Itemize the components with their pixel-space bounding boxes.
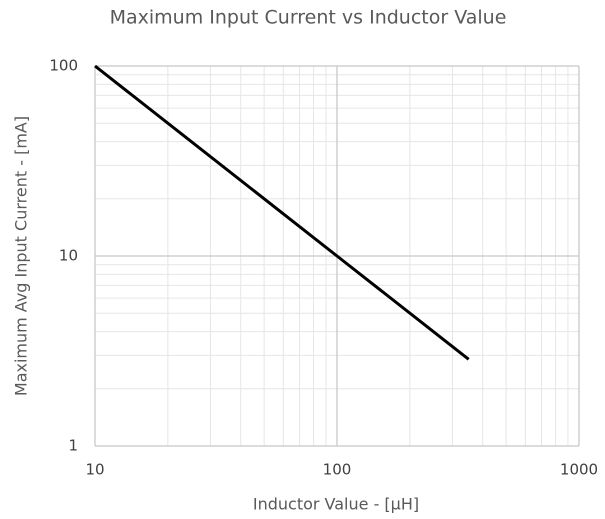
data-line	[94, 64, 470, 361]
y-tick-label: 10	[59, 247, 78, 265]
x-tick-label: 100	[323, 461, 352, 479]
y-axis-title: Maximum Avg Input Current - [mA]	[12, 116, 31, 396]
x-axis-title: Inductor Value - [µH]	[253, 495, 419, 514]
y-tick-label: 100	[49, 57, 78, 75]
y-tick-label: 1	[68, 437, 78, 455]
x-tick-label: 10	[85, 461, 104, 479]
chart-title: Maximum Input Current vs Inductor Value	[110, 7, 507, 29]
x-tick-label: 1000	[560, 461, 598, 479]
